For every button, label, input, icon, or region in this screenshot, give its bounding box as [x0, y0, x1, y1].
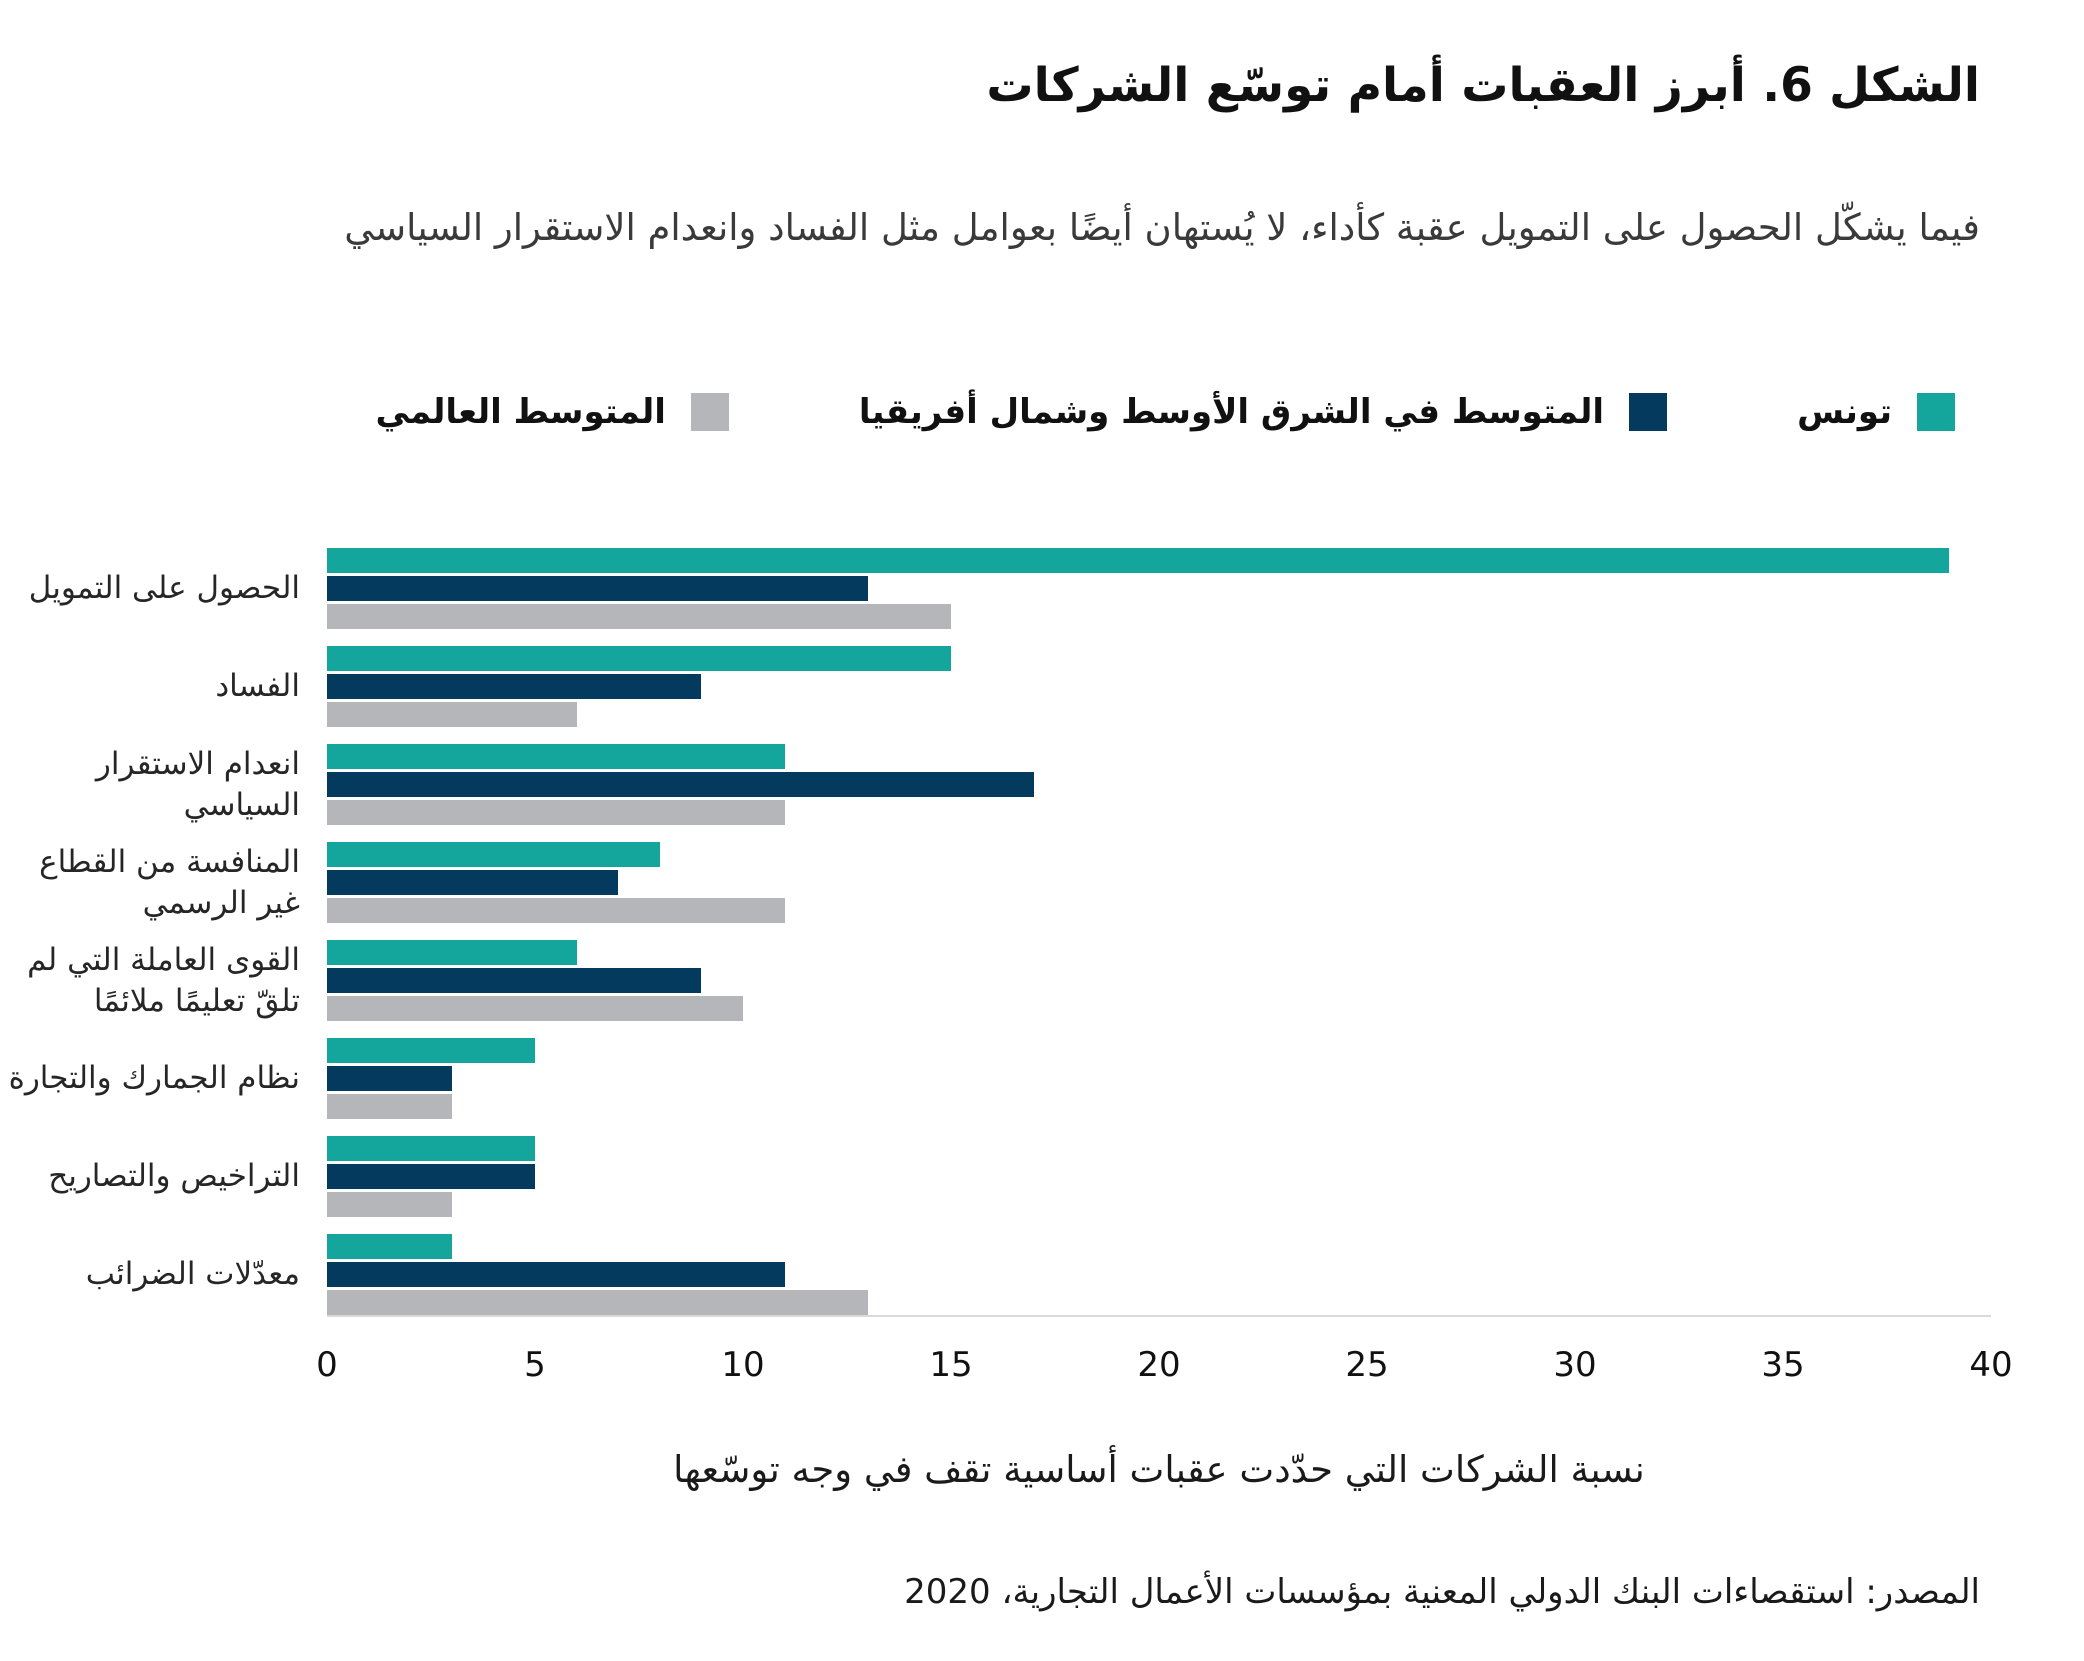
bar-group [327, 548, 1991, 629]
chart-subtitle: فيما يشكّل الحصول على التمويل عقبة كأداء… [344, 206, 1980, 249]
bar [327, 1234, 452, 1259]
category-label: الفساد [215, 668, 300, 705]
x-tick-label: 35 [1761, 1345, 1805, 1385]
x-tick-label: 40 [1969, 1345, 2013, 1385]
legend-item: المتوسط العالمي [375, 392, 729, 432]
bar [327, 1290, 868, 1315]
bar [327, 968, 702, 993]
x-tick-label: 10 [721, 1345, 765, 1385]
bar-group [327, 744, 1991, 825]
bar [327, 1192, 452, 1217]
legend-label: المتوسط العالمي [375, 392, 666, 432]
bar-group [327, 940, 1991, 1021]
legend: تونس المتوسط في الشرق الأوسط وشمال أفريقي… [375, 392, 1955, 432]
bar-group [327, 646, 1991, 727]
chart-title: الشكل 6. أبرز العقبات أمام توسّع الشركات [986, 58, 1980, 113]
bar [327, 1066, 452, 1091]
bar [327, 870, 619, 895]
x-tick-label: 30 [1553, 1345, 1597, 1385]
category-label: نظام الجمارك والتجارة [8, 1060, 300, 1097]
x-tick-label: 0 [316, 1345, 338, 1385]
source-note: المصدر: استقصاءات البنك الدولي المعنية ب… [904, 1572, 1980, 1612]
bar [327, 702, 577, 727]
legend-item: تونس [1797, 392, 1955, 432]
bar [327, 1164, 535, 1189]
bar [327, 940, 577, 965]
category-label: الحصول على التمويل [28, 570, 300, 607]
bar [327, 646, 951, 671]
legend-label: المتوسط في الشرق الأوسط وشمال أفريقيا [858, 392, 1605, 432]
x-tick-label: 25 [1345, 1345, 1389, 1385]
plot-area [327, 548, 1991, 1315]
category-label: معدّلات الضرائب [85, 1256, 300, 1293]
category-label: التراخيص والتصاريح [48, 1158, 300, 1195]
bar [327, 772, 1035, 797]
bar [327, 548, 1950, 573]
bar-group [327, 1234, 1991, 1315]
legend-item: المتوسط في الشرق الأوسط وشمال أفريقيا [858, 392, 1668, 432]
category-label: المنافسة من القطاع غير الرسمي [39, 844, 300, 921]
bar [327, 1262, 785, 1287]
x-tick-label: 15 [929, 1345, 973, 1385]
bar [327, 1094, 452, 1119]
bar-chart: الحصول على التمويل الفساد انعدام الاستقرار… [0, 540, 2084, 1410]
bar [327, 996, 743, 1021]
bar [327, 604, 951, 629]
bar [327, 744, 785, 769]
x-axis-ticks: 0 5 10 15 20 25 30 35 40 [316, 1345, 2012, 1395]
bar [327, 842, 660, 867]
legend-swatch [690, 393, 729, 431]
bar [327, 576, 868, 601]
bar [327, 898, 785, 923]
legend-swatch [1629, 393, 1668, 431]
category-label: القوى العاملة التي لم تلقّ تعليمًا ملائم… [27, 942, 300, 1019]
x-tick-label: 20 [1137, 1345, 1181, 1385]
bar [327, 1136, 535, 1161]
x-tick-label: 5 [524, 1345, 546, 1385]
category-labels: الحصول على التمويل الفساد انعدام الاستقرار… [0, 548, 300, 1332]
bar-group [327, 842, 1991, 923]
x-axis-title: نسبة الشركات التي حدّدت عقبات أساسية تقف… [673, 1448, 1645, 1491]
legend-label: تونس [1797, 392, 1892, 432]
bar [327, 1038, 535, 1063]
bar [327, 674, 702, 699]
x-axis-line [327, 1315, 1991, 1317]
legend-swatch [1917, 393, 1955, 431]
category-label: انعدام الاستقرار السياسي [95, 746, 300, 823]
bar-group [327, 1136, 1991, 1217]
bar [327, 800, 785, 825]
bar-group [327, 1038, 1991, 1119]
